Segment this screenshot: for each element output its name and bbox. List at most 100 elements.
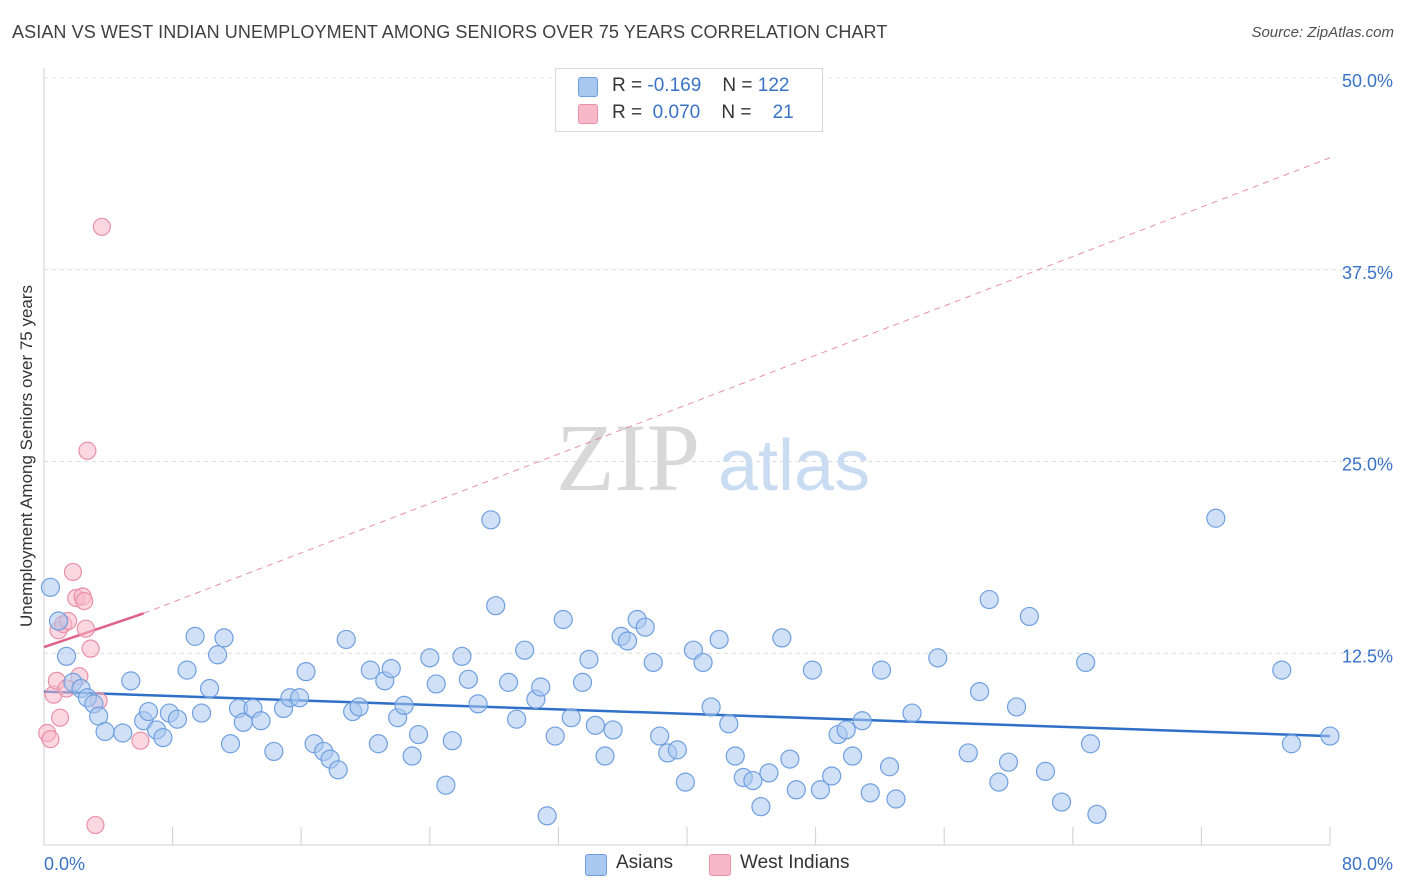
point-asians-76 <box>650 726 670 746</box>
point-asians-88 <box>751 797 771 817</box>
x-tick-labels: 0.0% 80.0% <box>44 854 1393 874</box>
point-asians-98 <box>842 746 863 766</box>
point-asians-104 <box>902 703 922 723</box>
point-asians-118 <box>1206 508 1226 528</box>
point-asians-46 <box>402 746 422 766</box>
point-west-indians-16 <box>81 639 100 658</box>
point-asians-67 <box>579 649 599 669</box>
point-asians-101 <box>871 660 892 680</box>
n-value-asians: 122 <box>757 75 790 96</box>
point-asians-65 <box>561 708 581 728</box>
point-asians-121 <box>1320 726 1340 746</box>
y-tick-label-0: 12.5% <box>1342 646 1393 666</box>
r-value-asians: -0.169 <box>647 75 702 96</box>
chart-title: ASIAN VS WEST INDIAN UNEMPLOYMENT AMONG … <box>12 22 888 42</box>
trend-line-asians <box>43 690 1331 738</box>
point-asians-61 <box>531 677 551 697</box>
point-asians-107 <box>969 681 990 702</box>
point-asians-37 <box>336 629 356 650</box>
point-asians-72 <box>617 631 638 651</box>
point-west-indians-19 <box>92 217 111 236</box>
point-asians-81 <box>693 652 713 673</box>
y-tick-label-2: 37.5% <box>1342 263 1393 283</box>
point-asians-91 <box>780 749 800 769</box>
axes <box>43 68 1331 846</box>
point-asians-100 <box>860 783 880 803</box>
point-asians-48 <box>420 648 440 668</box>
y-tick-label-3: 50.0% <box>1342 71 1393 91</box>
n-label: N = <box>722 75 753 96</box>
point-asians-55 <box>481 510 501 530</box>
point-asians-0 <box>40 577 61 597</box>
n-value-west-indians: 21 <box>772 102 794 123</box>
x-tick-label-0: 0.0% <box>44 854 85 874</box>
point-asians-64 <box>553 609 573 630</box>
point-asians-50 <box>436 775 456 795</box>
point-asians-59 <box>515 640 535 660</box>
point-west-indians-20 <box>131 731 150 750</box>
point-asians-93 <box>802 660 822 680</box>
point-asians-49 <box>426 674 446 694</box>
point-asians-14 <box>153 728 173 748</box>
point-asians-10 <box>121 671 141 691</box>
point-asians-109 <box>989 772 1009 792</box>
point-asians-41 <box>368 734 388 754</box>
point-asians-27 <box>251 711 271 731</box>
point-west-indians-9 <box>63 562 83 582</box>
point-asians-8 <box>95 721 115 742</box>
point-asians-68 <box>585 715 605 735</box>
point-asians-66 <box>572 672 593 692</box>
point-asians-99 <box>852 711 872 731</box>
point-west-indians-15 <box>78 441 97 460</box>
point-asians-112 <box>1019 606 1039 627</box>
point-asians-63 <box>545 726 565 746</box>
point-asians-12 <box>138 701 159 722</box>
stats-legend: R = -0.169 N = 122 R = 0.070 N = 21 <box>555 68 823 132</box>
point-asians-87 <box>743 770 763 791</box>
point-asians-70 <box>603 720 623 740</box>
point-asians-113 <box>1035 761 1056 781</box>
point-asians-22 <box>214 628 234 648</box>
point-asians-74 <box>635 617 655 637</box>
bottom-label-west-indians: West Indians <box>740 852 850 873</box>
point-west-indians-17 <box>86 815 105 835</box>
point-asians-40 <box>360 660 380 680</box>
point-asians-57 <box>498 672 519 692</box>
grid-lines <box>44 77 1394 654</box>
point-asians-102 <box>879 757 900 777</box>
point-west-indians-13 <box>75 591 94 611</box>
point-asians-36 <box>328 760 348 780</box>
point-asians-32 <box>296 662 316 682</box>
point-asians-20 <box>199 678 220 699</box>
y-axis-label: Unemployment Among Seniors over 75 years <box>17 285 36 627</box>
legend-swatch-asians <box>578 77 598 97</box>
point-asians-117 <box>1087 804 1107 824</box>
r-label: R = <box>612 75 643 96</box>
point-asians-18 <box>185 626 205 646</box>
y-tick-labels: 12.5% 25.0% 37.5% 50.0% <box>1342 71 1393 666</box>
point-west-indians-14 <box>76 619 95 638</box>
trend-extension-west-indians <box>143 157 1331 614</box>
watermark-zip: ZIP <box>556 404 700 511</box>
point-asians-45 <box>394 695 414 716</box>
point-asians-23 <box>220 734 241 754</box>
bottom-swatch-west-indians <box>709 854 731 876</box>
point-west-indians-1 <box>41 730 60 749</box>
point-asians-115 <box>1076 652 1096 673</box>
point-asians-75 <box>643 652 663 673</box>
y-tick-label-1: 25.0% <box>1342 455 1393 475</box>
point-asians-119 <box>1272 660 1292 680</box>
point-asians-53 <box>458 669 478 689</box>
point-asians-62 <box>537 806 557 826</box>
point-asians-21 <box>208 645 228 665</box>
point-asians-16 <box>167 709 188 729</box>
point-asians-105 <box>928 648 948 668</box>
point-asians-39 <box>349 697 369 717</box>
point-asians-9 <box>113 723 133 743</box>
point-asians-2 <box>56 646 77 666</box>
bottom-label-asians: Asians <box>616 852 674 873</box>
source-credit: Source: ZipAtlas.com <box>1251 24 1394 41</box>
point-asians-69 <box>595 746 615 766</box>
point-asians-89 <box>759 763 779 783</box>
r-value-west-indians: 0.070 <box>652 102 701 123</box>
